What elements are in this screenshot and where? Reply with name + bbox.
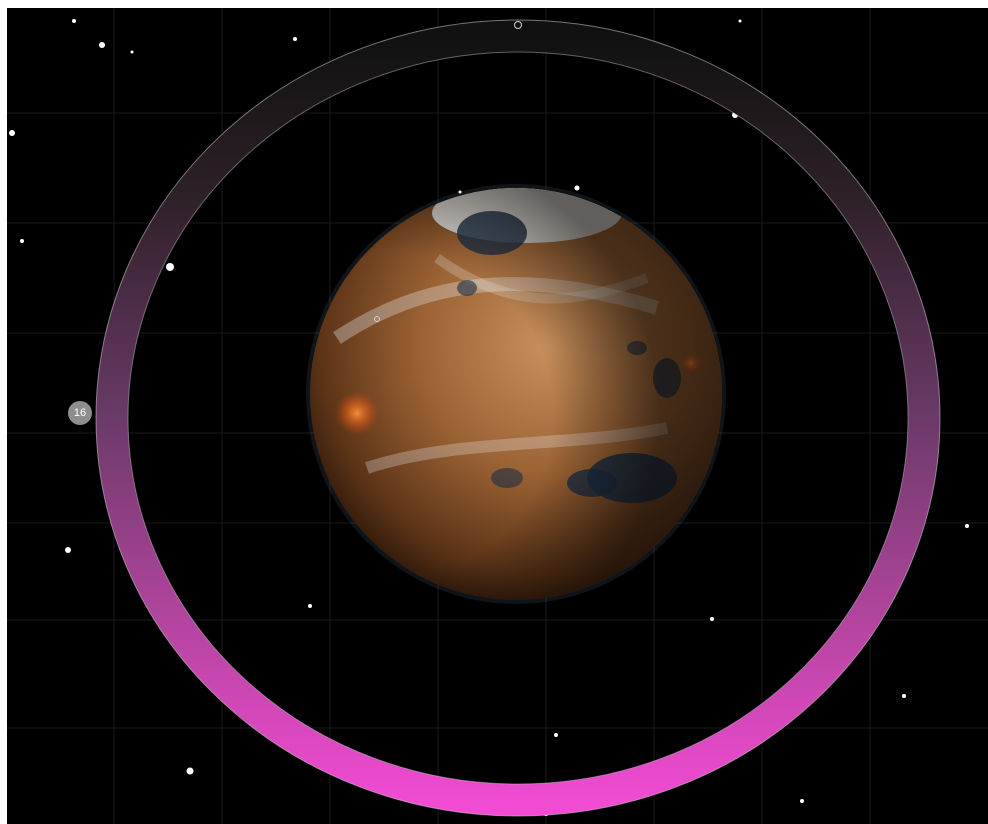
game-viewport[interactable]: 16 bbox=[7, 8, 988, 824]
star bbox=[710, 617, 714, 621]
star bbox=[965, 524, 969, 528]
star bbox=[9, 130, 15, 136]
orbit-ring bbox=[95, 19, 941, 817]
star bbox=[130, 50, 134, 54]
star bbox=[458, 190, 462, 194]
star bbox=[308, 604, 312, 608]
space-scene bbox=[7, 8, 988, 824]
star bbox=[902, 694, 906, 698]
star bbox=[800, 799, 804, 803]
star bbox=[65, 547, 71, 553]
star bbox=[293, 37, 297, 41]
star bbox=[738, 19, 742, 23]
planet-icon[interactable] bbox=[306, 183, 726, 604]
star bbox=[186, 767, 194, 775]
level-badge[interactable]: 16 bbox=[68, 401, 92, 425]
star bbox=[72, 19, 76, 23]
star bbox=[99, 42, 105, 48]
star bbox=[574, 185, 580, 191]
star bbox=[166, 263, 174, 271]
star bbox=[554, 733, 558, 737]
star bbox=[20, 239, 24, 243]
orbit-marker-icon[interactable] bbox=[514, 21, 522, 29]
